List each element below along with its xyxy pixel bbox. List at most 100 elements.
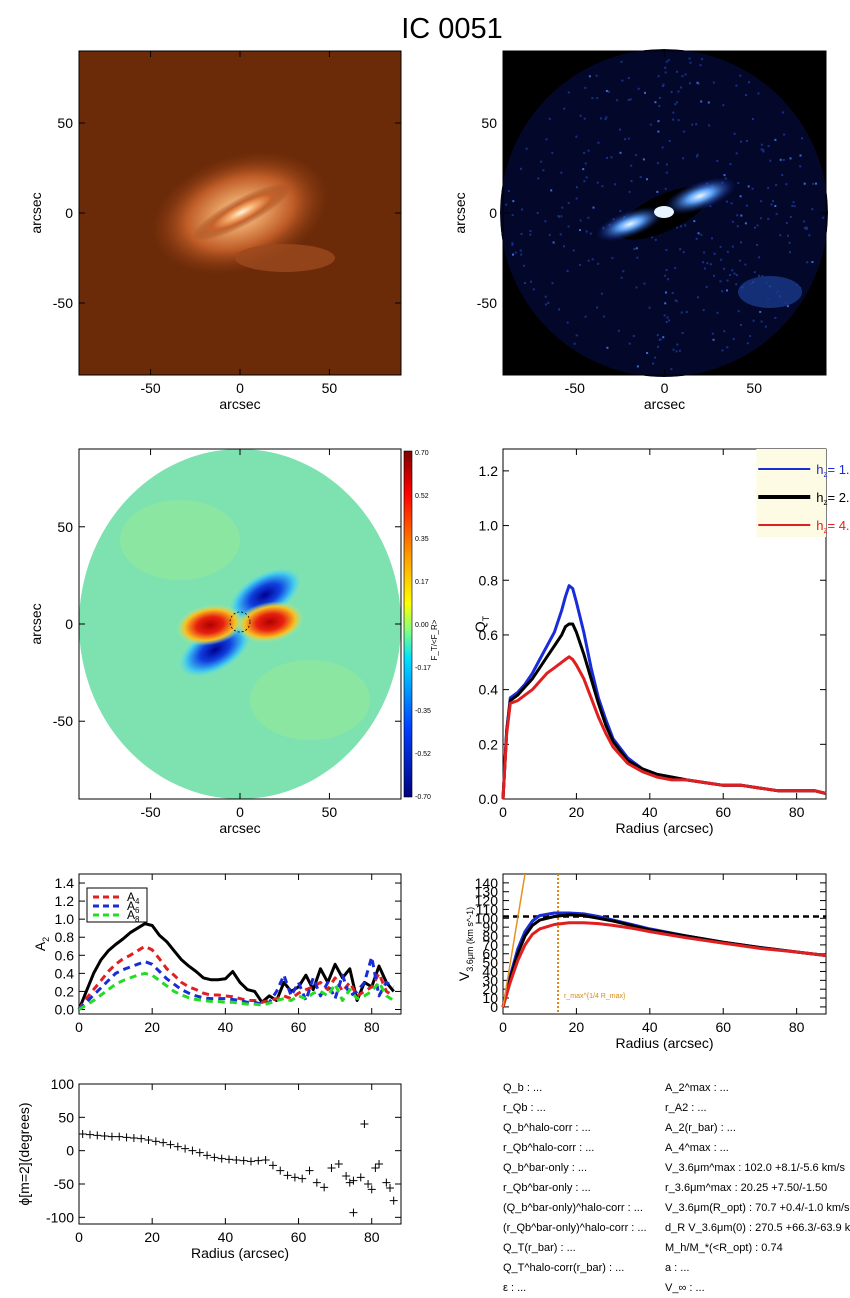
noise-speck: [735, 274, 738, 277]
noise-speck: [514, 251, 517, 254]
noise-speck: [751, 118, 754, 120]
am-ytick-label: 0.4: [55, 965, 75, 981]
qt-ytick-label: 1.0: [479, 518, 499, 534]
noise-speck: [658, 338, 661, 341]
noise-speck: [665, 60, 668, 63]
noise-speck: [799, 154, 802, 157]
qt-legend-label: hz= 2.5'': [816, 490, 850, 507]
noise-speck: [745, 140, 748, 142]
noise-speck: [602, 315, 605, 318]
noise-speck: [544, 220, 547, 223]
noise-speck: [643, 282, 646, 285]
colorbar-tick-label: 0.17: [415, 579, 429, 586]
vc-ytick-label: 80: [482, 928, 498, 944]
noise-speck: [681, 75, 684, 78]
phase-frame: [78, 1083, 402, 1225]
noise-speck: [745, 204, 748, 207]
noise-speck: [672, 118, 675, 121]
noise-speck: [646, 178, 648, 181]
phase-xtick-label: 20: [144, 1229, 160, 1245]
noise-speck: [700, 233, 703, 236]
noise-speck: [544, 295, 547, 298]
phase-point: [356, 1173, 365, 1182]
phase-xtick-label: 40: [218, 1229, 234, 1245]
noise-speck: [677, 119, 680, 122]
noise-speck: [600, 292, 603, 295]
qt-ytick-label: 0.0: [479, 791, 499, 807]
noise-speck: [636, 256, 639, 259]
noise-speck: [585, 176, 588, 179]
qt-chart: 0 20 40 60 80 0.0 0.2 0.4 0.6 0.8 1.0 1.2 Radius (ar…: [472, 448, 850, 836]
noise-speck: [685, 311, 688, 313]
noise-speck: [659, 96, 661, 99]
noise-speck: [605, 116, 608, 119]
param-line: M_h/M_*(<R_opt) : 0.74: [665, 1242, 783, 1254]
phase-ytick-label: 100: [51, 1076, 75, 1092]
phase-point: [181, 1144, 190, 1153]
noise-speck: [633, 248, 636, 250]
noise-speck: [803, 182, 806, 185]
noise-speck: [748, 81, 750, 84]
img2-ytick-label: 0: [489, 205, 497, 221]
phase-point: [85, 1130, 94, 1139]
noise-speck: [651, 236, 654, 239]
vc-ytick-label: 130: [475, 884, 499, 900]
noise-speck: [744, 263, 747, 266]
noise-speck: [754, 226, 756, 229]
noise-speck: [740, 324, 742, 326]
noise-speck: [662, 336, 665, 339]
img1-ytick-label: -50: [53, 295, 73, 311]
noise-speck: [668, 319, 670, 322]
noise-speck: [696, 81, 699, 84]
noise-speck: [670, 91, 673, 93]
qt-legend-label: hz= 1.2'': [816, 462, 850, 479]
noise-speck: [597, 262, 600, 265]
noise-speck: [774, 138, 777, 141]
noise-speck: [620, 276, 623, 279]
noise-speck: [696, 153, 699, 156]
noise-speck: [525, 147, 528, 150]
noise-speck: [654, 356, 657, 359]
noise-speck: [737, 310, 740, 313]
noise-speck: [760, 320, 763, 323]
noise-speck: [756, 224, 759, 227]
noise-speck: [583, 180, 586, 183]
noise-speck: [665, 163, 668, 166]
noise-speck: [815, 182, 817, 185]
noise-speck: [749, 335, 752, 338]
noise-speck: [811, 261, 814, 263]
noise-speck: [567, 225, 570, 228]
noise-speck: [767, 186, 770, 189]
noise-speck: [521, 208, 524, 211]
noise-speck: [511, 214, 514, 217]
vc-ytick-label: 10: [482, 990, 498, 1006]
img1-xlabel: arcsec: [219, 396, 260, 412]
am-xtick-label: 60: [291, 1019, 307, 1035]
noise-speck: [757, 92, 760, 95]
noise-speck: [719, 280, 722, 283]
noise-speck: [667, 278, 670, 281]
noise-speck: [540, 160, 543, 163]
vc-vline-label: r_max^{1/4 R_max}: [564, 993, 626, 1000]
noise-speck: [597, 141, 600, 144]
noise-speck: [592, 206, 595, 209]
noise-speck: [799, 165, 802, 168]
noise-speck: [619, 151, 622, 154]
noise-speck: [575, 135, 578, 138]
noise-speck: [519, 249, 522, 252]
phase-point: [389, 1196, 398, 1205]
noise-speck: [537, 177, 540, 180]
phase-point: [203, 1151, 212, 1160]
param-line: a : ...: [665, 1262, 690, 1274]
phase-point: [345, 1178, 354, 1187]
param-line: r_Qb^halo-corr : ...: [503, 1142, 595, 1154]
noise-speck: [786, 305, 789, 308]
noise-speck: [672, 348, 675, 351]
noise-speck: [671, 292, 674, 294]
noise-speck: [751, 187, 754, 190]
noise-speck: [622, 270, 625, 273]
noise-speck: [711, 237, 713, 240]
noise-speck: [712, 338, 715, 341]
noise-speck: [665, 268, 668, 271]
phase-point: [137, 1134, 146, 1143]
